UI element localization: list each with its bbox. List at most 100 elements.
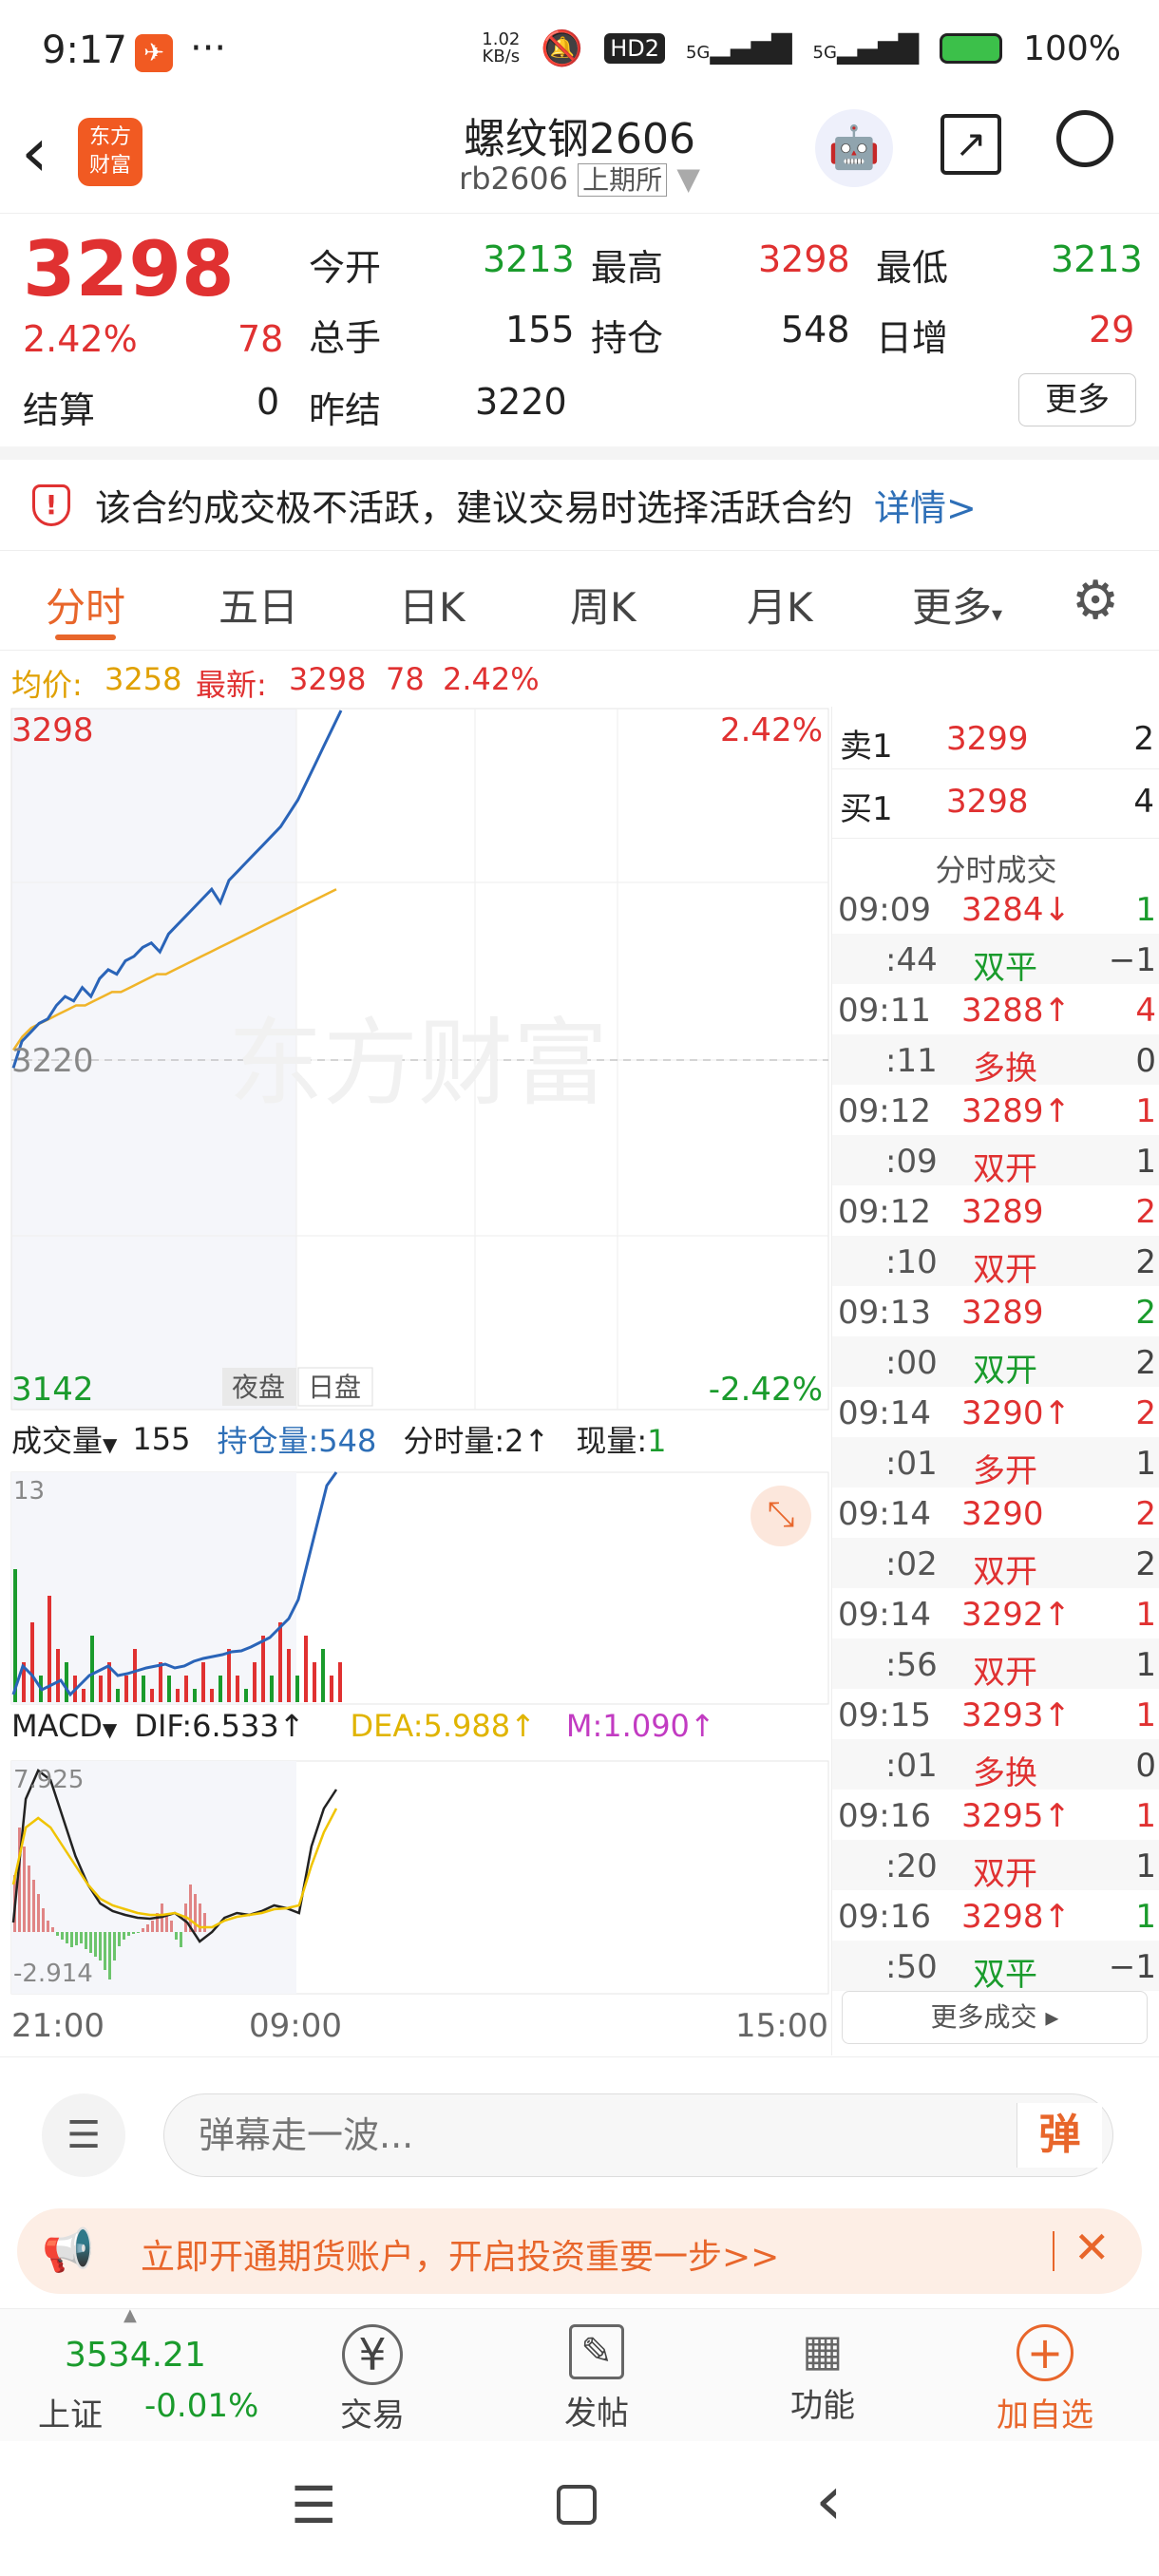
trade-time: :11 [885,1042,938,1080]
low-value: 3213 [1051,238,1143,280]
trade-row: 09:09 3284↓ 1 [832,883,1159,934]
volume-bars [13,1569,342,1702]
trade-time: :20 [885,1847,938,1885]
price-panel-frame [10,708,829,1411]
macd-bar [42,1908,45,1932]
high-value: 3298 [758,238,850,280]
y-top-pct: 2.42% [720,711,823,749]
macd-bar [56,1932,59,1936]
trade-row: :01 多换 0 [832,1739,1159,1792]
trade-time: :50 [885,1948,938,1986]
trade-time: :00 [885,1344,938,1382]
trade-row: 09:12 3289 2 [832,1185,1159,1236]
nav-post[interactable]: ✎ 发帖 [521,2324,673,2434]
trade-qty: 2 [1135,1495,1156,1533]
menu-icon[interactable]: ☰ [291,2475,337,2535]
tab-monthly-k[interactable]: 月K [747,584,813,631]
trade-icon: ¥ [342,2324,403,2385]
macd-bar [51,1927,54,1932]
macd-bar [175,1932,178,1940]
macd-bar [75,1932,78,1945]
trade-qty: 1 [1135,1646,1156,1684]
index-value[interactable]: 3534.21 [65,2336,206,2375]
notice-bar[interactable]: ! 该合约成交极不活跃，建议交易时选择活跃合约 详情> [0,446,1159,551]
notice-details-link[interactable]: 详情> [874,487,977,529]
macd-indicator-select[interactable]: MACD▼ [11,1708,118,1744]
trade-time: :56 [885,1646,938,1684]
tab-intraday[interactable]: 分时 [46,584,126,631]
volume-indicator-select[interactable]: 成交量▼ [11,1423,118,1459]
volume-bar [227,1649,231,1702]
trade-time: :01 [885,1747,938,1785]
oi-text: 持仓量:548 [217,1423,377,1459]
nav-trade[interactable]: ¥ 交易 [296,2324,448,2435]
volume-bar [338,1662,342,1702]
macd-bot-label: -2.914 [13,1960,93,1988]
avg-price-line [11,888,337,1051]
more-button[interactable]: 更多 [1018,373,1136,426]
promo-banner[interactable]: 📢 立即开通期货账户，开启投资重要一步>> ✕ [17,2208,1142,2294]
promo-divider [1053,2231,1054,2271]
more-trades-button[interactable]: 更多成交 ▸ [842,1991,1148,2044]
oi-value: 548 [781,309,850,350]
trade-price: 双开 [973,1251,1037,1289]
tab-daily-k[interactable]: 日K [399,584,466,631]
trade-price: 3284↓ [961,891,1072,929]
chart-svg: 东方财富 3298 2.42% 3220 3142 -2.42% 夜盘 日盘 1… [10,708,829,2045]
system-nav-bar: ☰ ‹ [0,2441,1159,2576]
macd-header: MACD▼ DIF:6.533↑ DEA:5.988↑ M:1.090↑ [11,1708,715,1744]
more-dots-icon: ··· [190,27,227,70]
search-icon[interactable] [1056,110,1113,167]
contract-info[interactable]: rb2606 上期所 ▼ [0,160,1159,198]
page-title: 螺纹钢2606 [464,115,695,163]
nav-functions[interactable]: ▦ 功能 [747,2324,899,2426]
macd-night-shade [11,1761,296,1994]
trade-qty: −1 [1108,1948,1156,1986]
trade-price: 多换 [973,1754,1037,1792]
share-icon[interactable]: ↗ [940,114,1001,175]
home-icon[interactable] [557,2485,597,2525]
volume-bar [99,1676,103,1702]
danmu-send-button[interactable]: 弹 [1016,2103,1102,2168]
trade-qty: 1 [1135,891,1156,929]
danmu-input[interactable] [163,2093,1113,2177]
close-icon[interactable]: ✕ [1074,2222,1111,2273]
expand-icon[interactable]: ⤡ [750,1486,811,1546]
current-volume-text: 现量:1 [576,1423,667,1459]
back-icon[interactable]: ‹ [21,112,48,192]
macd-bar [104,1932,106,1970]
intraday-chart[interactable]: 东方财富 3298 2.42% 3220 3142 -2.42% 夜盘 日盘 1… [0,707,831,2055]
settings-gear-icon[interactable]: ⚙ [1072,570,1120,632]
comment-list-icon[interactable]: ☰ [42,2093,125,2177]
daily-inc-value: 29 [1089,309,1135,350]
volume-bar [30,1622,34,1702]
trade-row: 09:14 3292↑ 1 [832,1588,1159,1638]
trade-row: 09:11 3288↑ 4 [832,984,1159,1034]
notice-text: 该合约成交极不活跃，建议交易时选择活跃合约 [95,487,854,529]
change-value: 78 [238,318,284,360]
robot-assistant-icon[interactable]: 🤖 [815,109,893,187]
volume-bar [65,1662,68,1702]
tab-weekly-k[interactable]: 周K [570,584,636,631]
status-bar: 9:17 ✈ ··· 1.02 KB/s 🔕 HD2 5G▂▄▆█ 5G▂▄▆█… [0,0,1159,104]
open-label: 今开 [309,247,382,289]
trade-row: 09:14 3290↑ 2 [832,1387,1159,1437]
trade-row: 09:12 3289↑ 1 [832,1085,1159,1135]
battery-icon [940,33,1003,64]
volume-bar [201,1662,205,1702]
nav-add-watchlist[interactable]: + 加自选 [969,2324,1121,2435]
trade-price: 3290 [961,1495,1044,1533]
back-nav-icon[interactable]: ‹ [815,2460,843,2540]
trade-qty: 1 [1135,1143,1156,1181]
trade-row: 09:15 3293↑ 1 [832,1689,1159,1739]
x-tick-mid: 09:00 [249,2007,342,2045]
trade-row: :20 双开 1 [832,1840,1159,1893]
trade-row: :11 多换 0 [832,1034,1159,1088]
tab-five-day[interactable]: 五日 [218,584,299,631]
trade-qty: 2 [1135,1344,1156,1382]
macd-bar [37,1894,40,1932]
trade-time: :01 [885,1445,938,1483]
trade-price: 3295↑ [961,1797,1072,1835]
bottom-nav: ▲ 3534.21 上证 -0.01% ¥ 交易 ✎ 发帖 ▦ 功能 + 加自选 [0,2305,1159,2441]
tab-more[interactable]: 更多▾ [912,584,1003,631]
